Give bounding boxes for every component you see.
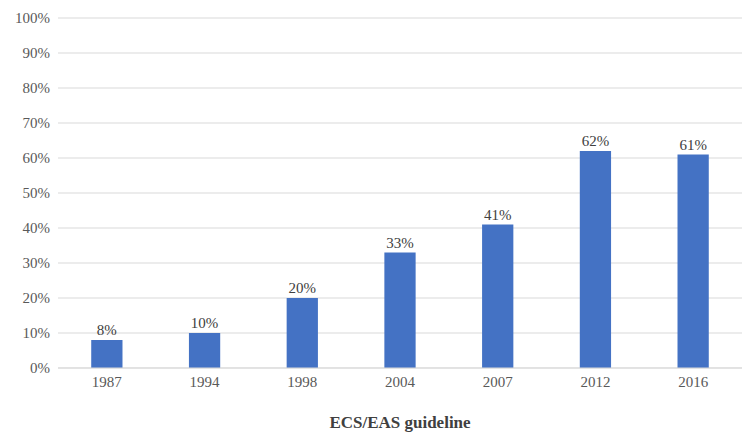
svg-text:1998: 1998 (287, 374, 317, 390)
svg-text:70%: 70% (23, 115, 51, 131)
svg-text:2007: 2007 (483, 374, 514, 390)
svg-text:30%: 30% (23, 255, 51, 271)
svg-text:80%: 80% (23, 80, 51, 96)
svg-text:8%: 8% (97, 322, 117, 338)
svg-text:62%: 62% (582, 133, 610, 149)
svg-text:60%: 60% (23, 150, 51, 166)
svg-text:61%: 61% (679, 137, 707, 153)
svg-text:10%: 10% (191, 315, 219, 331)
svg-text:0%: 0% (30, 360, 50, 376)
svg-text:33%: 33% (386, 235, 414, 251)
svg-text:41%: 41% (484, 207, 512, 223)
svg-text:2016: 2016 (678, 374, 709, 390)
svg-text:1994: 1994 (190, 374, 221, 390)
svg-text:90%: 90% (23, 45, 51, 61)
svg-text:1987: 1987 (92, 374, 123, 390)
svg-text:20%: 20% (23, 290, 51, 306)
svg-text:20%: 20% (289, 280, 317, 296)
svg-text:ECS/EAS guideline: ECS/EAS guideline (329, 413, 471, 432)
svg-text:100%: 100% (15, 10, 50, 26)
svg-text:10%: 10% (23, 325, 51, 341)
svg-text:50%: 50% (23, 185, 51, 201)
svg-text:2012: 2012 (580, 374, 610, 390)
svg-text:40%: 40% (23, 220, 51, 236)
svg-text:2004: 2004 (385, 374, 416, 390)
